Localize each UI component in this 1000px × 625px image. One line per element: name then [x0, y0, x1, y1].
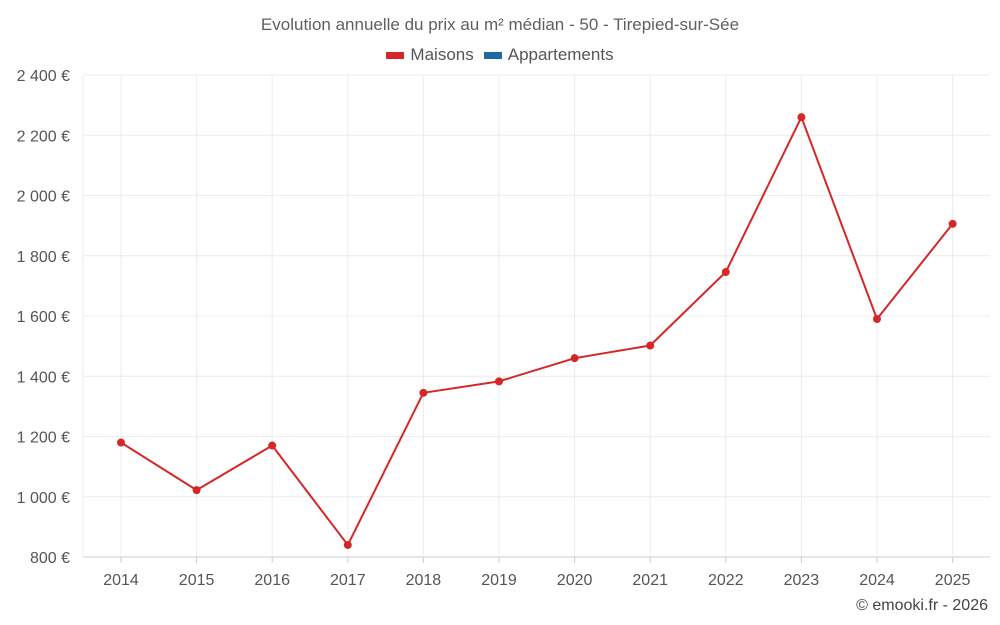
x-tick-label: 2024	[859, 572, 895, 589]
x-tick-label: 2014	[103, 572, 139, 589]
data-point-2015	[192, 486, 201, 495]
chart-axes: 800 € 1 000 € 1 200 € 1 400 € 1 600 € 1 800 €…	[17, 68, 971, 589]
y-tick-label: 2 000 €	[17, 189, 70, 206]
data-point-2025	[948, 219, 957, 228]
x-tick-label: 2023	[784, 572, 820, 589]
x-tick-label: 2025	[935, 572, 971, 589]
legend-label-appartements: Appartements	[507, 45, 614, 64]
data-point-2024	[873, 315, 881, 324]
x-tick-label: 2019	[481, 572, 517, 589]
data-point-2018	[419, 388, 428, 397]
legend-label-maisons: Maisons	[410, 45, 474, 64]
y-tick-label: 800 €	[30, 550, 70, 567]
data-point-2020	[570, 354, 579, 363]
x-tick-label: 2015	[179, 572, 215, 589]
chart-grid	[83, 74, 990, 558]
x-tick-label: 2020	[557, 572, 593, 589]
data-point-2017	[343, 540, 352, 549]
x-tick-label: 2022	[708, 572, 744, 589]
data-point-2023	[797, 113, 806, 122]
legend-swatch-maisons	[386, 51, 405, 59]
y-tick-label: 2 200 €	[17, 128, 70, 145]
y-tick-label: 2 400 €	[17, 68, 70, 85]
x-tick-label: 2018	[406, 572, 442, 589]
y-tick-label: 1 400 €	[17, 369, 70, 386]
legend-item-maisons[interactable]: Maisons	[386, 45, 474, 65]
chart-title: Evolution annuelle du prix au m² médian …	[260, 15, 740, 34]
legend-swatch-appartements	[483, 51, 502, 59]
y-tick-label: 1 200 €	[17, 430, 70, 447]
legend-item-appartements[interactable]: Appartements	[483, 45, 614, 65]
y-tick-label: 1 800 €	[17, 249, 70, 266]
chart-legend: Maisons Appartements	[0, 45, 1000, 65]
x-tick-label: 2021	[632, 572, 668, 589]
data-point-2022	[721, 268, 730, 277]
series-line-maisons	[120, 116, 954, 546]
x-tick-label: 2017	[330, 572, 366, 589]
data-point-2016	[268, 441, 277, 450]
data-point-2021	[646, 341, 655, 350]
y-tick-label: 1 000 €	[17, 490, 70, 507]
data-point-2014	[117, 438, 125, 447]
x-tick-label: 2016	[254, 572, 290, 589]
credit-text: © emooki.fr - 2026	[856, 597, 988, 614]
chart-series	[117, 113, 957, 549]
data-point-2019	[495, 377, 503, 386]
y-tick-label: 1 600 €	[17, 309, 70, 326]
